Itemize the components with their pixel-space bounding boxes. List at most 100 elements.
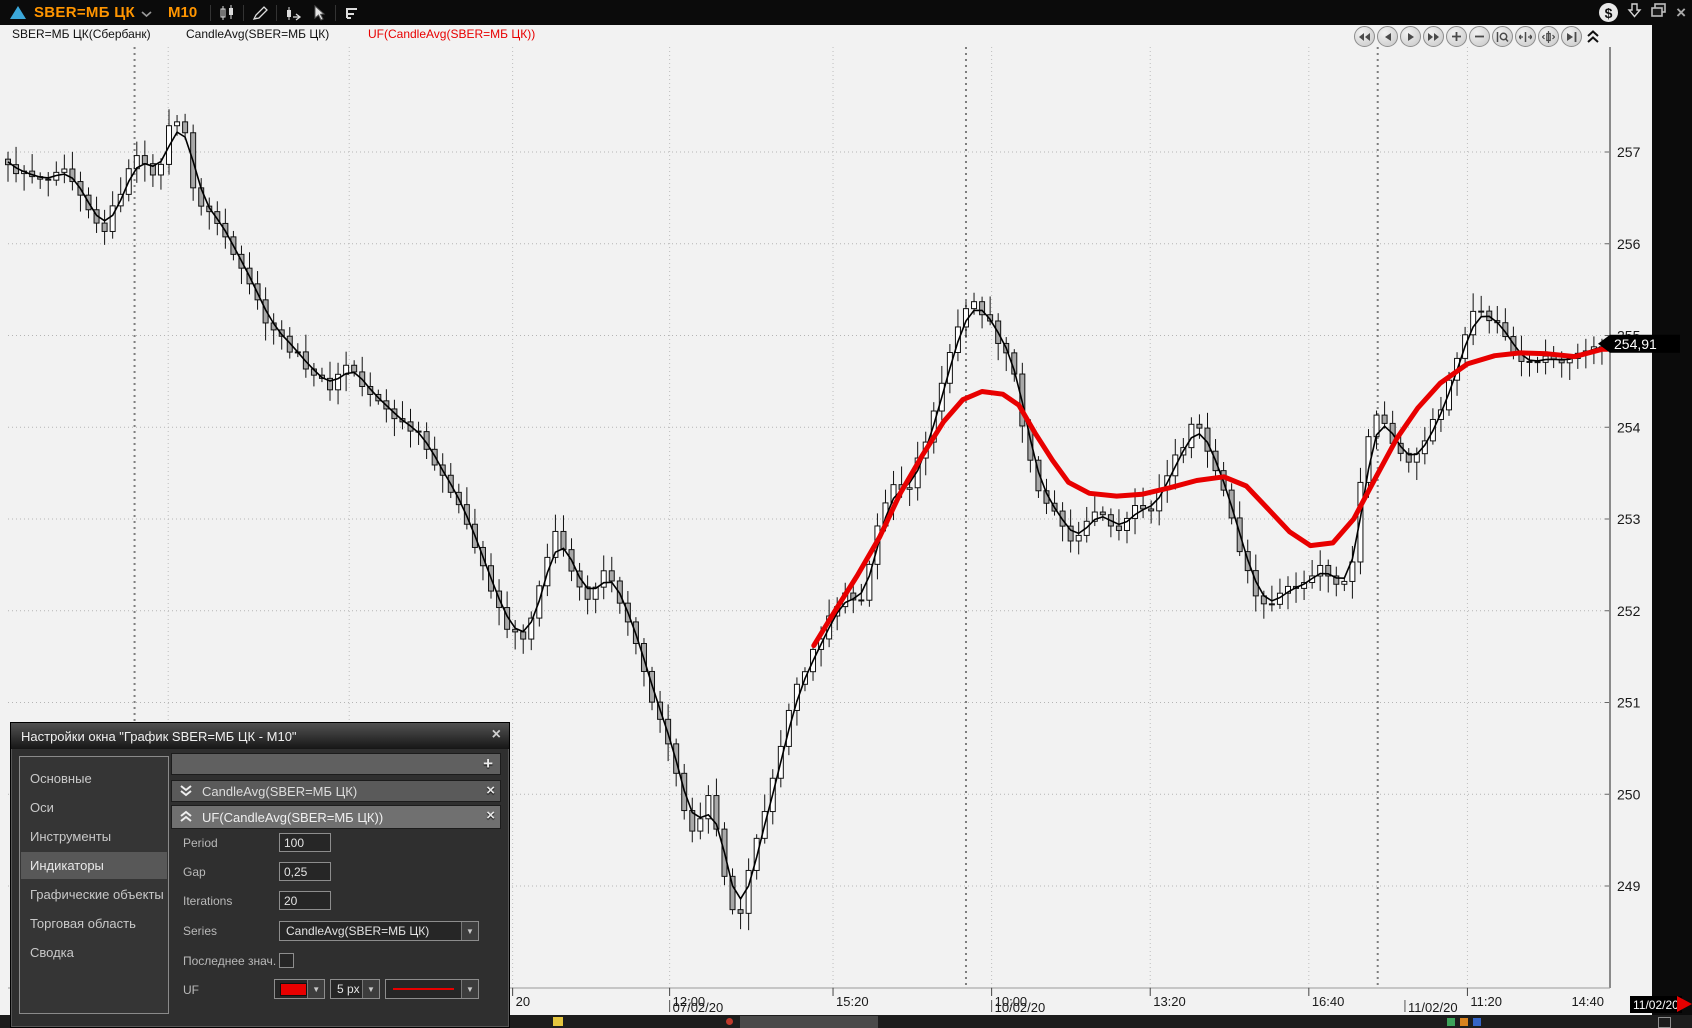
taskbar-blue-icon [1473, 1018, 1481, 1026]
sidebar-item-graphic-objects[interactable]: Графические объекты [30, 887, 164, 902]
indicator-name: UF(CandleAvg(SBER=МБ ЦК)) [202, 809, 384, 825]
taskbar-red-icon [726, 1018, 733, 1025]
svg-text:257: 257 [1617, 144, 1641, 160]
sidebar-item-axes[interactable]: Оси [30, 800, 54, 815]
dialog-title: Настройки окна "График SBER=МБ ЦК - M10" [21, 728, 297, 744]
restore-window-icon[interactable] [1651, 3, 1667, 22]
last-value-label: Последнее знач. [183, 954, 277, 968]
gap-label: Gap [183, 865, 206, 879]
app-logo-icon [10, 6, 26, 19]
uf-line-style-dropdown[interactable]: ▼ [385, 979, 479, 999]
taskbar-window-icon [1658, 1017, 1671, 1028]
period-label: Period [183, 836, 218, 850]
pencil-icon[interactable] [247, 2, 273, 23]
chevron-double-up-icon[interactable] [178, 810, 194, 824]
svg-text:11/02/20: 11/02/20 [1408, 1000, 1458, 1015]
zoom-select-button[interactable] [1492, 26, 1513, 47]
sidebar-item-indicators[interactable]: Индикаторы [21, 852, 167, 879]
chevron-down-icon[interactable]: ▼ [461, 980, 478, 998]
collapse-toolbar-button[interactable] [1587, 29, 1599, 44]
chevron-down-icon[interactable]: ▼ [461, 922, 478, 940]
uf-color-dropdown[interactable]: ▼ [274, 979, 325, 999]
taskbar-yellow-icon [553, 1017, 563, 1026]
add-indicator-icon[interactable]: + [483, 754, 493, 773]
dialog-sidebar: Основные Оси Инструменты Индикаторы Граф… [19, 756, 169, 1014]
indicator-name: CandleAvg(SBER=МБ ЦК) [202, 783, 358, 799]
scroll-start-button[interactable] [1354, 26, 1375, 47]
right-frame-strip [1652, 25, 1692, 1015]
svg-text:249: 249 [1617, 878, 1641, 894]
legend-item-uf[interactable]: UF(CandleAvg(SBER=МБ ЦК)) [368, 27, 536, 41]
period-input[interactable] [279, 833, 331, 852]
svg-text:11:20: 11:20 [1470, 994, 1502, 1009]
candles-icon[interactable] [214, 2, 240, 23]
last-price-badge: 254,91 [1598, 334, 1680, 353]
iterations-label: Iterations [183, 894, 233, 908]
svg-text:254: 254 [1617, 419, 1641, 435]
sidebar-item-summary[interactable]: Сводка [30, 945, 74, 960]
svg-text:12:00: 12:00 [673, 994, 706, 1009]
download-icon[interactable] [1627, 2, 1642, 24]
chevron-down-icon[interactable]: ▼ [307, 980, 324, 998]
scroll-right-button[interactable] [1400, 26, 1421, 47]
timeframe-label[interactable]: M10 [168, 4, 198, 21]
svg-text:16:40: 16:40 [1312, 994, 1345, 1009]
svg-text:252: 252 [1617, 603, 1641, 619]
svg-text:13:20: 13:20 [1153, 994, 1186, 1009]
color-swatch [280, 982, 308, 996]
svg-text:14:40: 14:40 [1571, 994, 1604, 1009]
instrument-symbol[interactable]: SBER=МБ ЦК [34, 4, 135, 21]
fit-candles-button[interactable] [1538, 26, 1559, 47]
legend-item-instrument[interactable]: SBER=МБ ЦК(Сбербанк) [12, 27, 151, 41]
sidebar-item-main[interactable]: Основные [30, 771, 92, 786]
indicator-row-candleavg[interactable]: CandleAvg(SBER=МБ ЦК) × [171, 780, 501, 802]
zoom-in-button[interactable] [1446, 26, 1467, 47]
dialog-close-icon[interactable]: × [491, 726, 501, 743]
zoom-out-button[interactable] [1469, 26, 1490, 47]
sidebar-item-instruments[interactable]: Инструменты [30, 829, 112, 844]
last-date-badge: 11/02/20 [1630, 996, 1682, 1013]
uf-line [811, 346, 1610, 649]
svg-text:250: 250 [1617, 786, 1641, 802]
window-titlebar: SBER=МБ ЦК M10 $ [0, 0, 1692, 25]
dialog-titlebar[interactable]: Настройки окна "График SBER=МБ ЦК - M10" [11, 723, 509, 749]
levels-icon[interactable] [339, 2, 365, 23]
last-value-checkbox[interactable] [279, 953, 294, 968]
close-window-icon[interactable]: × [1676, 3, 1686, 22]
svg-text:10:00: 10:00 [995, 994, 1028, 1009]
svg-text:07/02/20: 07/02/20 [673, 1000, 724, 1015]
series-label: Series [183, 924, 218, 938]
svg-text:251: 251 [1617, 695, 1641, 711]
candleavg-line [7, 130, 1611, 901]
chevron-down-icon[interactable]: ▼ [362, 980, 379, 998]
legend-item-candleavg[interactable]: CandleAvg(SBER=МБ ЦК) [186, 27, 330, 41]
svg-text:20: 20 [516, 994, 530, 1009]
currency-icon[interactable]: $ [1599, 3, 1619, 22]
svg-text:10/02/20: 10/02/20 [995, 1000, 1046, 1015]
svg-text:15:20: 15:20 [836, 994, 869, 1009]
sidebar-item-trading-area[interactable]: Торговая область [30, 916, 136, 931]
series-dropdown[interactable]: CandleAvg(SBER=МБ ЦК) ▼ [279, 921, 479, 941]
expand-horizontal-button[interactable] [1515, 26, 1536, 47]
svg-text:254,91: 254,91 [1614, 336, 1657, 352]
iterations-input[interactable] [279, 891, 331, 910]
taskbar-green-icon [1447, 1018, 1455, 1026]
line-style-sample [393, 988, 454, 990]
scroll-end-button[interactable] [1423, 26, 1444, 47]
indicator-row-uf[interactable]: UF(CandleAvg(SBER=МБ ЦК)) × [171, 805, 501, 829]
scroll-left-button[interactable] [1377, 26, 1398, 47]
uf-style-label: UF [183, 983, 199, 997]
candle-edit-icon[interactable] [280, 2, 306, 23]
add-indicator-row[interactable]: + [171, 753, 501, 775]
uf-width-dropdown[interactable]: 5 px ▼ [330, 979, 380, 999]
svg-text:253: 253 [1617, 511, 1641, 527]
remove-indicator-icon[interactable]: × [486, 782, 495, 799]
chevron-double-down-icon[interactable] [178, 784, 194, 798]
gap-input[interactable] [279, 862, 331, 881]
chevron-down-icon[interactable] [141, 5, 152, 23]
go-to-end-button[interactable] [1561, 26, 1582, 47]
remove-indicator-icon[interactable]: × [486, 807, 495, 824]
date-badge-arrow-icon [1677, 996, 1692, 1012]
cursor-icon[interactable] [306, 2, 332, 23]
